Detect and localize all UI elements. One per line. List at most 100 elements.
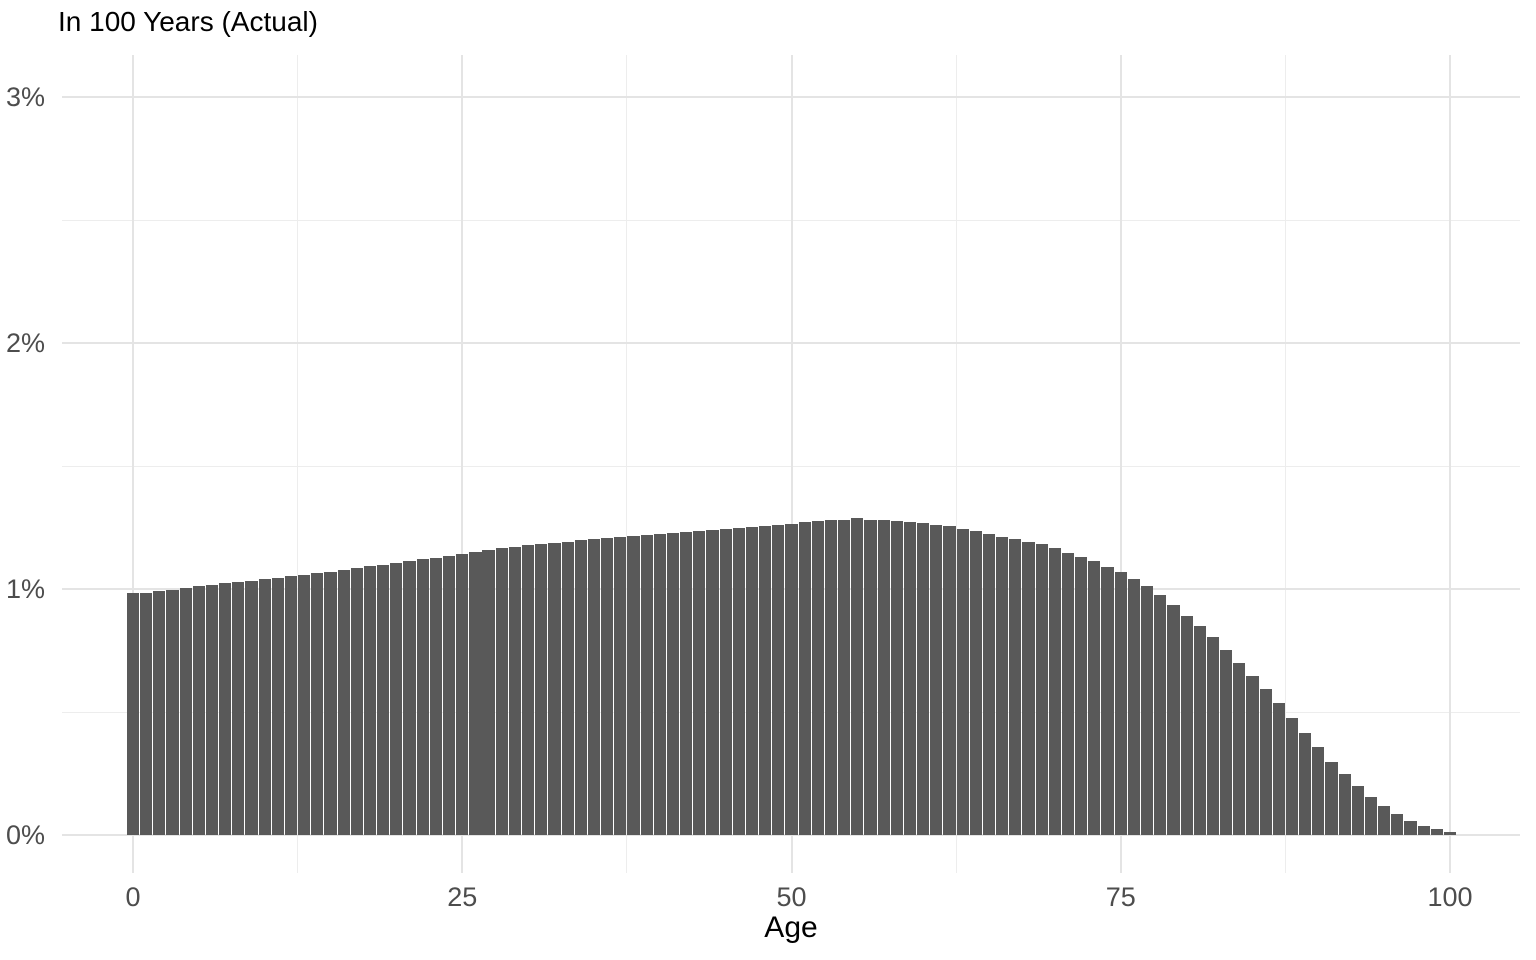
bar-age-3 xyxy=(166,590,179,835)
x-tick-label: 75 xyxy=(1105,882,1136,912)
bar-age-11 xyxy=(271,578,284,835)
bar-age-16 xyxy=(337,570,350,835)
bar-age-86 xyxy=(1259,689,1272,835)
bar-age-45 xyxy=(719,529,732,835)
bar-age-46 xyxy=(732,528,745,835)
bar-age-69 xyxy=(1035,544,1048,835)
bar-age-90 xyxy=(1312,747,1325,835)
bar-age-27 xyxy=(482,550,495,835)
bar-age-100 xyxy=(1443,832,1457,835)
bar-age-50 xyxy=(785,524,798,835)
bar-age-53 xyxy=(824,520,838,835)
bar-age-8 xyxy=(232,582,245,835)
bar-age-77 xyxy=(1140,586,1154,835)
bar-age-36 xyxy=(601,538,614,835)
y-tick-label: 1% xyxy=(5,574,45,604)
bar-age-39 xyxy=(640,535,653,835)
bar-age-38 xyxy=(627,536,640,835)
x-tick-label: 25 xyxy=(447,882,478,912)
v-gridline-major xyxy=(132,55,134,873)
chart-title: In 100 Years (Actual) xyxy=(58,6,318,37)
bar-age-85 xyxy=(1246,676,1259,835)
bar-age-10 xyxy=(258,579,271,835)
bar-age-13 xyxy=(298,575,311,835)
bar-age-59 xyxy=(903,522,917,835)
v-gridline-minor xyxy=(626,55,628,873)
bar-age-17 xyxy=(350,568,363,835)
bar-age-21 xyxy=(403,561,416,835)
bar-age-57 xyxy=(877,520,890,835)
bar-age-30 xyxy=(522,545,535,835)
bar-age-7 xyxy=(219,583,232,835)
bar-age-14 xyxy=(311,573,324,835)
bar-age-20 xyxy=(390,563,403,835)
bar-age-15 xyxy=(324,572,337,835)
bar-age-43 xyxy=(693,531,706,835)
bar-age-25 xyxy=(456,554,469,835)
bar-age-84 xyxy=(1233,663,1246,835)
bar-age-4 xyxy=(179,588,192,835)
bar-age-42 xyxy=(680,532,693,835)
bar-age-67 xyxy=(1009,539,1022,835)
bar-age-5 xyxy=(192,586,205,835)
bar-age-54 xyxy=(838,520,851,835)
bar-age-19 xyxy=(377,565,390,835)
bar-age-32 xyxy=(548,543,561,835)
x-tick-label: 100 xyxy=(1427,882,1473,912)
bar-age-92 xyxy=(1338,774,1351,835)
bar-age-83 xyxy=(1220,650,1233,835)
bar-age-99 xyxy=(1430,829,1443,835)
bar-age-2 xyxy=(153,591,166,835)
x-tick-label: 50 xyxy=(776,882,807,912)
bar-age-96 xyxy=(1391,814,1404,835)
bar-age-48 xyxy=(759,526,772,835)
bar-age-97 xyxy=(1404,821,1417,835)
bar-age-35 xyxy=(587,539,601,835)
bar-age-72 xyxy=(1075,557,1088,835)
bar-age-47 xyxy=(745,527,759,835)
bar-age-74 xyxy=(1101,567,1114,835)
bar-age-37 xyxy=(614,537,627,835)
bar-age-75 xyxy=(1114,572,1127,835)
bar-age-91 xyxy=(1325,762,1338,835)
bar-age-78 xyxy=(1154,595,1167,835)
bar-age-82 xyxy=(1206,637,1220,835)
bar-age-9 xyxy=(245,581,258,835)
bar-age-6 xyxy=(205,585,219,835)
bar-age-94 xyxy=(1364,797,1378,835)
bar-age-23 xyxy=(429,558,442,835)
v-gridline-major xyxy=(1119,55,1122,873)
v-gridline-minor xyxy=(1284,55,1286,873)
v-gridline-major xyxy=(790,55,793,873)
bar-age-66 xyxy=(996,537,1009,835)
bar-age-63 xyxy=(956,529,969,835)
bar-age-31 xyxy=(535,544,548,835)
bar-age-49 xyxy=(772,525,785,835)
bar-age-73 xyxy=(1088,561,1101,835)
bar-age-29 xyxy=(508,547,522,835)
bar-age-93 xyxy=(1351,786,1364,835)
v-gridline-minor xyxy=(297,55,299,873)
y-tick-label: 3% xyxy=(5,82,45,112)
bar-age-44 xyxy=(706,530,719,835)
y-tick-label: 2% xyxy=(5,328,45,358)
bar-age-1 xyxy=(140,593,153,835)
bar-age-61 xyxy=(930,525,943,835)
bar-age-62 xyxy=(943,526,956,835)
bar-age-24 xyxy=(442,556,456,835)
bar-age-60 xyxy=(917,523,930,835)
bar-age-34 xyxy=(574,540,587,835)
bar-age-64 xyxy=(969,531,982,835)
bar-age-65 xyxy=(982,534,996,835)
bar-age-18 xyxy=(363,566,377,835)
bar-age-33 xyxy=(561,542,574,835)
bar-age-88 xyxy=(1285,718,1299,835)
bar-age-52 xyxy=(811,521,824,835)
v-gridline-major xyxy=(461,55,464,873)
bar-age-79 xyxy=(1167,605,1180,835)
bar-age-81 xyxy=(1193,626,1206,835)
bar-age-28 xyxy=(495,548,508,835)
v-gridline-minor xyxy=(955,55,957,873)
bar-age-0 xyxy=(126,593,140,835)
